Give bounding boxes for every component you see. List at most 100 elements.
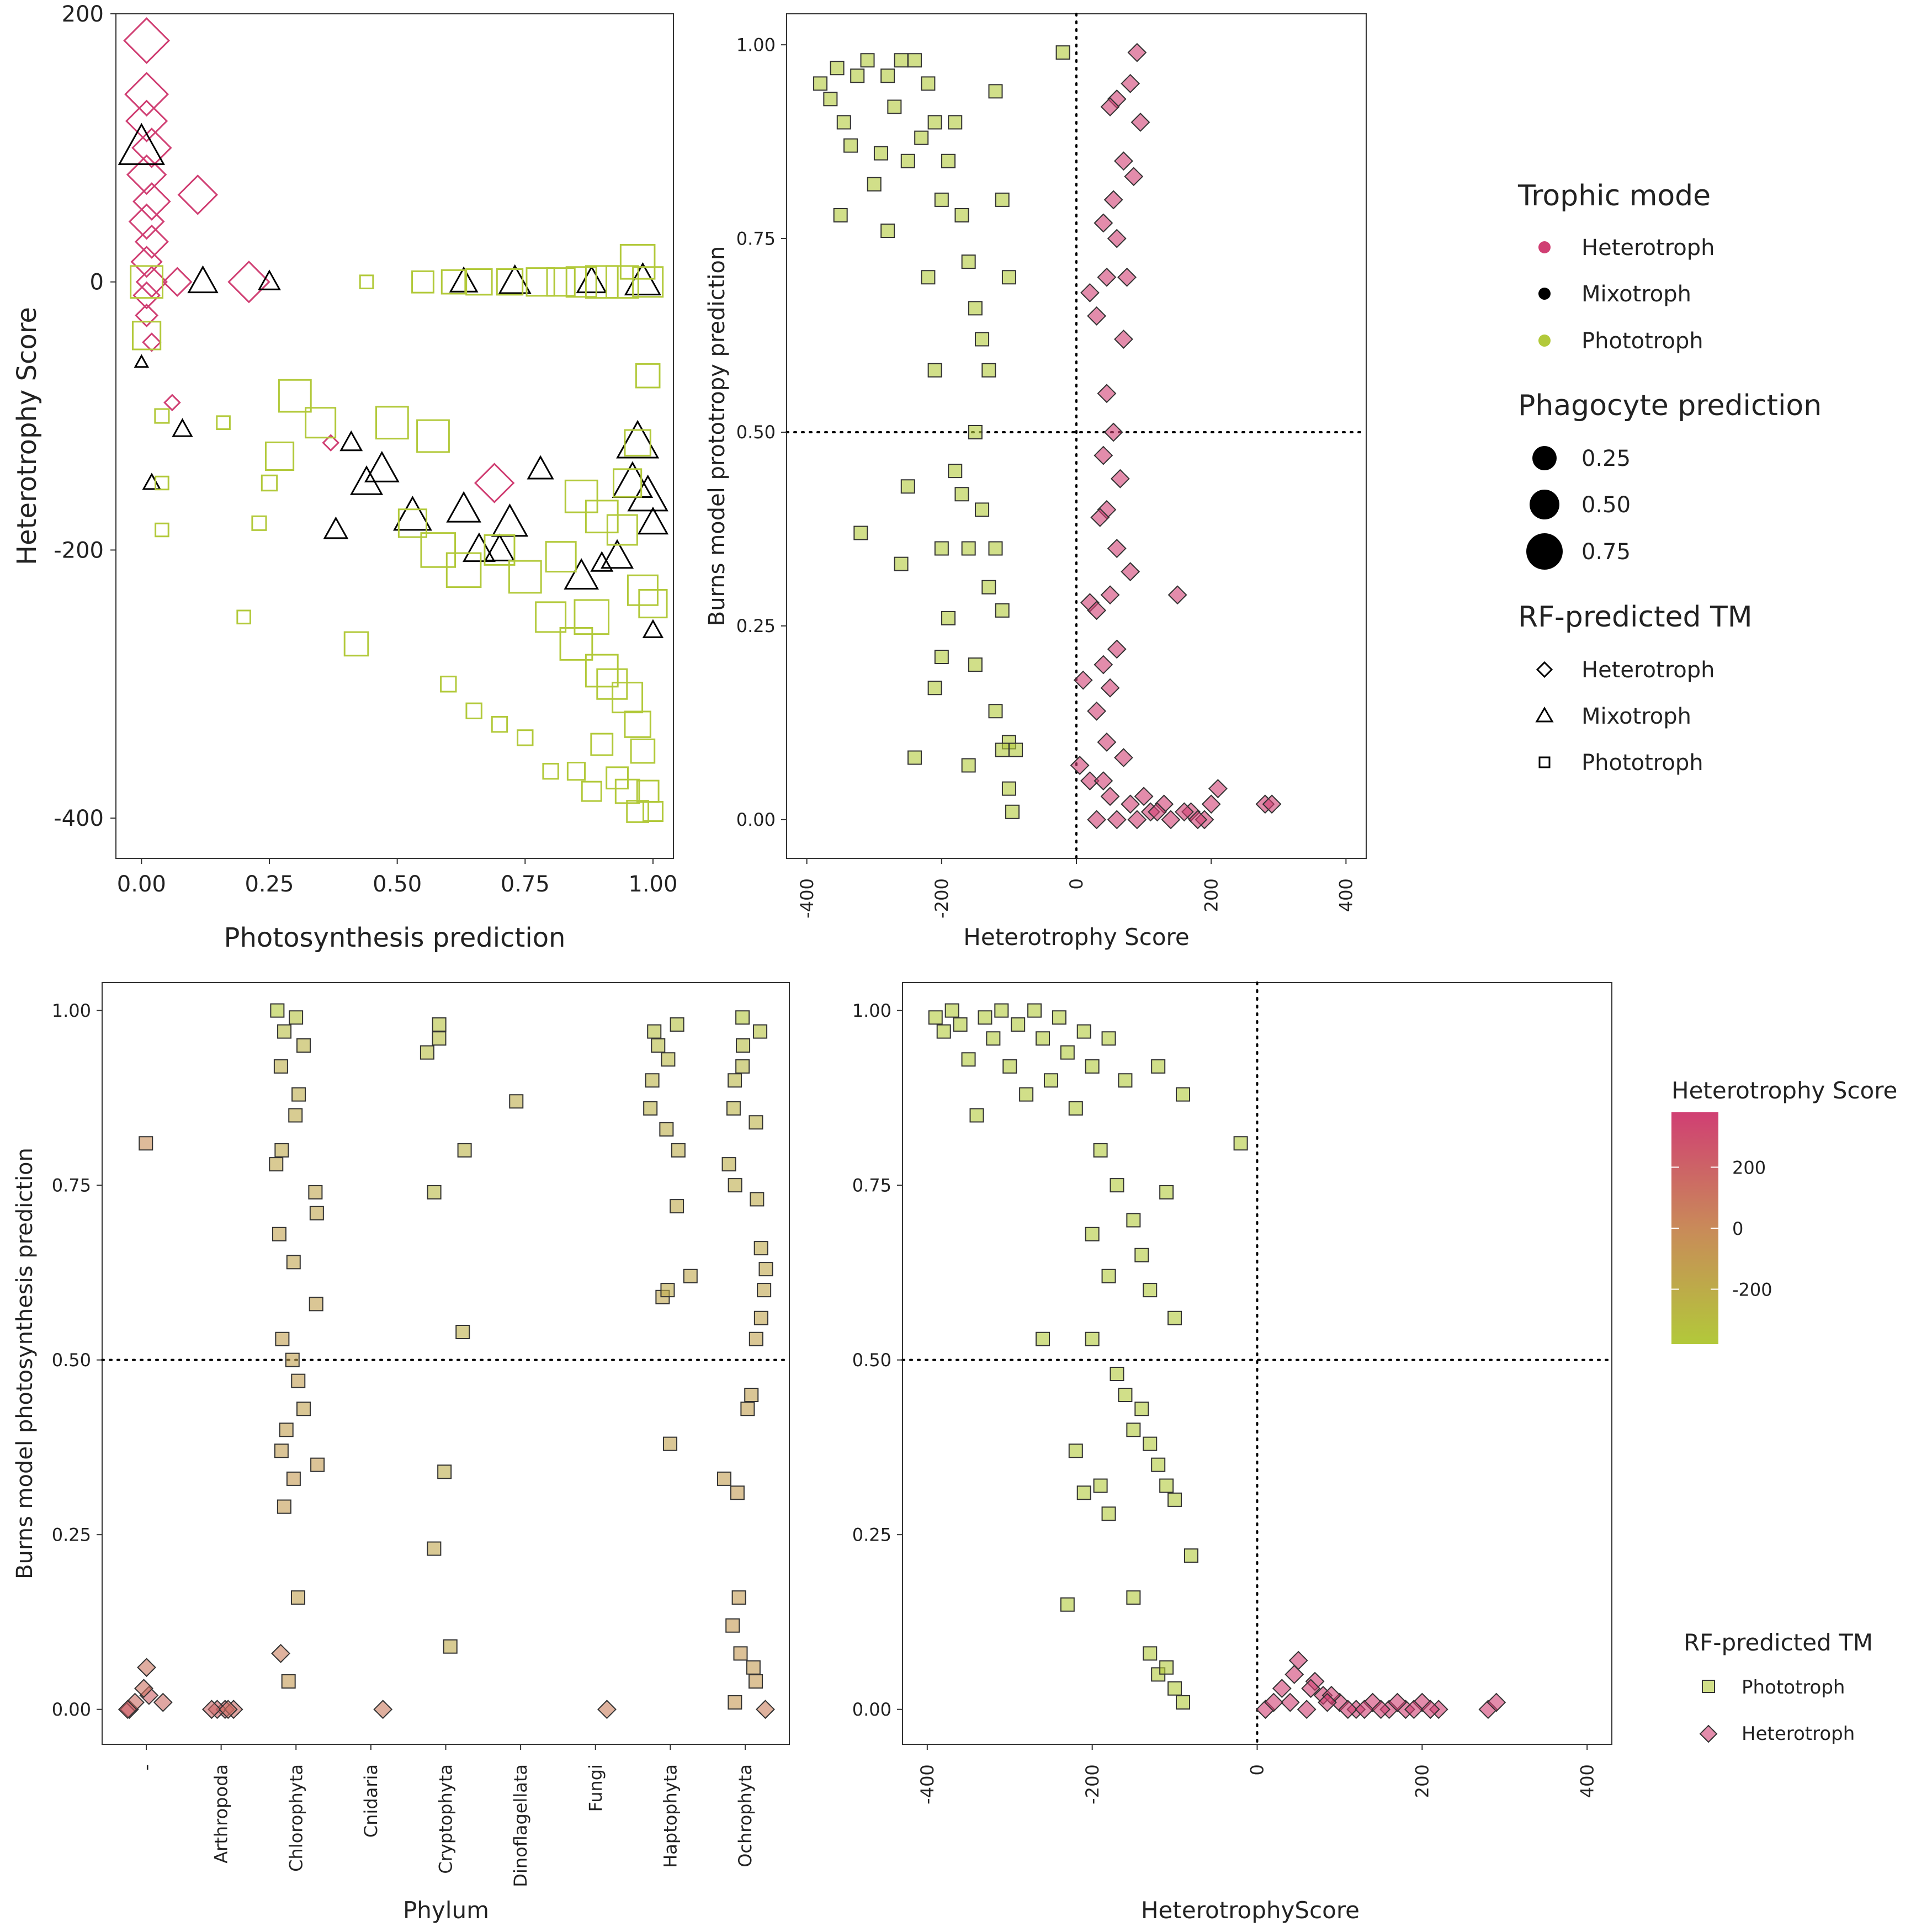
panel-c-frame xyxy=(102,982,790,1745)
data-point xyxy=(1126,1213,1141,1228)
data-point xyxy=(659,1122,674,1137)
panel-a-frame xyxy=(115,13,674,859)
panel-d-marks xyxy=(928,1003,1506,1719)
data-point xyxy=(1118,1073,1133,1088)
data-point xyxy=(1097,733,1117,752)
data-point xyxy=(944,1003,959,1018)
data-point xyxy=(1233,1136,1248,1151)
data-point xyxy=(988,84,1003,99)
data-point xyxy=(836,115,851,130)
data-point xyxy=(455,1325,470,1340)
data-point xyxy=(1005,804,1020,819)
data-point xyxy=(134,354,150,368)
data-point xyxy=(1183,1548,1198,1563)
data-point xyxy=(257,269,281,290)
data-point xyxy=(1167,585,1187,605)
data-point xyxy=(1148,802,1167,822)
data-point xyxy=(576,265,607,294)
data-point xyxy=(236,609,251,625)
data-point xyxy=(139,1136,153,1151)
data-point xyxy=(535,601,567,633)
data-point xyxy=(735,1059,750,1074)
colorbar-label: -200 xyxy=(1732,1280,1772,1301)
legend-rf-diamond-icon xyxy=(1536,661,1553,678)
data-point xyxy=(954,208,969,222)
data-point xyxy=(647,1024,662,1039)
data-point xyxy=(1101,1031,1116,1046)
data-point xyxy=(1103,190,1123,210)
data-point xyxy=(605,265,639,299)
x-tick-label: Arthropoda xyxy=(211,1764,232,1864)
data-point xyxy=(310,1457,325,1472)
y-tick-label: 0.25 xyxy=(736,615,776,636)
data-point xyxy=(969,1108,984,1123)
data-point xyxy=(1110,469,1130,489)
data-point xyxy=(457,1143,472,1158)
x-tick-label: 0.25 xyxy=(245,872,294,897)
data-point xyxy=(934,192,949,207)
y-tick-label: 0.50 xyxy=(852,1350,891,1371)
data-point xyxy=(730,1485,745,1500)
x-tick-label: Chlorophyta xyxy=(285,1764,306,1872)
legend-trophic-item-1: Mixotroph xyxy=(1581,282,1691,307)
data-point xyxy=(285,1352,300,1367)
legend-heterotroph-dot xyxy=(1538,241,1551,253)
data-point xyxy=(322,434,339,452)
data-point xyxy=(1121,73,1140,93)
x-tick-label: 400 xyxy=(1336,878,1357,912)
data-point xyxy=(1094,213,1113,233)
data-point xyxy=(270,1003,285,1018)
data-point xyxy=(1143,1646,1158,1661)
data-point xyxy=(975,502,990,517)
data-point xyxy=(975,332,990,347)
data-point xyxy=(118,123,165,165)
panel-a-marks xyxy=(118,17,669,823)
data-point xyxy=(941,153,956,168)
data-point xyxy=(130,265,163,299)
panel-c: 0.00 0.25 0.50 0.75 1.00 - Arthropoda Chlorophy… xyxy=(12,982,790,1924)
data-point xyxy=(1297,1700,1317,1719)
data-point xyxy=(261,474,278,492)
data-point xyxy=(527,455,554,480)
data-point xyxy=(1085,1227,1100,1241)
data-point xyxy=(1143,1283,1158,1298)
data-point xyxy=(1107,539,1127,558)
y-tick-label: 0.75 xyxy=(52,1175,91,1196)
y-tick-label: 0.75 xyxy=(852,1175,891,1196)
colorbar-ticks: 200 0 -200 xyxy=(1671,1157,1772,1301)
panel-b-reference-lines xyxy=(785,13,1367,859)
data-point xyxy=(988,541,1003,556)
data-point xyxy=(927,363,942,378)
x-tick-label: Fungi xyxy=(585,1764,606,1812)
data-point xyxy=(288,1108,303,1123)
data-point xyxy=(465,702,482,720)
data-point xyxy=(1412,1692,1432,1712)
data-point xyxy=(137,1658,156,1678)
data-point xyxy=(264,441,295,471)
data-point xyxy=(661,1052,676,1067)
data-point xyxy=(291,1087,306,1102)
data-point xyxy=(590,551,614,572)
data-point xyxy=(1107,229,1127,248)
data-point xyxy=(364,450,400,482)
data-point xyxy=(927,115,942,130)
data-point xyxy=(961,254,976,269)
data-point xyxy=(445,552,482,588)
data-point xyxy=(823,92,838,107)
legend-phago-title: Phagocyte prediction xyxy=(1518,389,1822,422)
data-point xyxy=(813,76,828,91)
data-point xyxy=(134,224,169,259)
data-point xyxy=(716,1471,731,1486)
data-point xyxy=(645,1073,660,1088)
data-point xyxy=(961,541,976,556)
data-point xyxy=(517,729,534,746)
data-point xyxy=(187,265,219,294)
data-point xyxy=(1070,756,1090,775)
data-point xyxy=(936,1024,951,1039)
data-point xyxy=(269,1157,284,1172)
data-point xyxy=(1151,1059,1166,1074)
data-point xyxy=(296,1038,311,1053)
data-point xyxy=(614,778,640,804)
data-point xyxy=(1176,1087,1191,1102)
data-point xyxy=(1107,810,1127,830)
